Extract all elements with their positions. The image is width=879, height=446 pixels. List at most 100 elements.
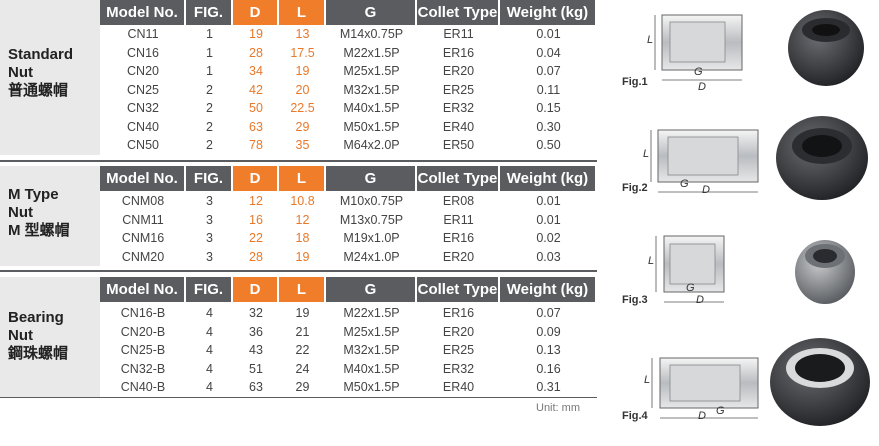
weight-cell: 0.01 <box>536 27 561 41</box>
g-cell: M50x1.5P <box>343 380 400 394</box>
header-d: D <box>233 166 279 191</box>
fig2-label: Fig.2 <box>622 182 648 194</box>
weight-cell: 0.02 <box>536 231 561 245</box>
header-g: G <box>326 0 417 25</box>
header-collet: Collet Type <box>417 166 500 191</box>
g-cell: M40x1.5P <box>343 361 400 376</box>
table-body: CNM08 3 12 10.8 M10x0.75P ER08 0.01 CNM11 3 16 12 M… <box>100 192 597 266</box>
l-cell: 17.5 <box>290 45 315 60</box>
collet-cell: ER11 <box>443 212 474 227</box>
weight-cell: 0.01 <box>536 212 561 227</box>
g-cell: M64x2.0P <box>343 138 400 152</box>
header-model: Model No. <box>100 277 186 302</box>
fig1-dim-g: G <box>694 66 703 78</box>
weight-cell: 0.31 <box>536 380 561 394</box>
model-cell: CN40-B <box>120 380 166 394</box>
header-g: G <box>326 166 417 191</box>
weight-cell: 0.07 <box>536 64 561 78</box>
fig1-photo <box>788 10 864 86</box>
title-line-3: 普通螺帽 <box>8 82 69 99</box>
divider <box>0 270 597 272</box>
g-cell: M32x1.5P <box>343 82 400 97</box>
fig-cell: 1 <box>206 64 213 78</box>
weight-cell: 0.04 <box>536 45 561 60</box>
fig-cell: 4 <box>206 361 213 376</box>
d-cell: 51 <box>249 361 263 376</box>
fig-cell: 1 <box>206 45 213 60</box>
weight-cell: 0.09 <box>536 324 561 339</box>
g-cell: M13x0.75P <box>339 212 404 227</box>
model-cell: CNM16 <box>121 231 165 245</box>
l-cell: 29 <box>295 119 310 134</box>
table-header: Model No. FIG. D L G Collet Type Weight … <box>100 166 597 191</box>
l-cell: 10.8 <box>290 194 315 208</box>
weight-cell: 0.16 <box>536 361 561 376</box>
standard-nut-section: Standard Nut 普通螺帽 Model No. FIG. D L G C… <box>0 0 600 155</box>
m-type-nut-section: M Type Nut M 型螺帽 Model No. FIG. D L G Co… <box>0 166 600 266</box>
header-weight: Weight (kg) <box>500 166 597 191</box>
table-row: CN16 1 28 17.5 M22x1.5P ER16 0.04 <box>100 44 597 63</box>
collet-cell: ER11 <box>443 27 474 41</box>
g-cell: M22x1.5P <box>343 306 400 320</box>
g-cell: M22x1.5P <box>343 45 400 60</box>
model-cell: CN32 <box>127 101 159 115</box>
fig-cell: 3 <box>206 249 213 264</box>
title-line-2: Nut <box>8 204 33 221</box>
header-weight: Weight (kg) <box>500 0 597 25</box>
fig3-photo <box>795 240 855 304</box>
fig-cell: 3 <box>206 212 213 227</box>
g-cell: M24x1.0P <box>343 249 400 264</box>
collet-cell: ER16 <box>442 231 475 245</box>
table-row: CN20-B 4 36 21 M25x1.5P ER20 0.09 <box>100 323 597 342</box>
title-line-1: Bearing <box>8 309 64 326</box>
collet-cell: ER40 <box>442 119 475 134</box>
table-row: CN16-B 4 32 19 M22x1.5P ER16 0.07 <box>100 304 597 323</box>
header-l: L <box>279 0 326 25</box>
table-row: CN50 2 78 35 M64x2.0P ER50 0.50 <box>100 136 597 155</box>
l-cell: 18 <box>295 231 310 245</box>
collet-cell: ER16 <box>442 306 475 320</box>
divider <box>0 397 597 398</box>
l-cell: 19 <box>295 306 310 320</box>
fig4-label: Fig.4 <box>622 410 648 422</box>
header-l: L <box>279 166 326 191</box>
model-cell: CNM08 <box>121 194 165 208</box>
title-line-3: 鋼珠螺帽 <box>8 345 69 362</box>
model-cell: CN16-B <box>120 306 166 320</box>
section-label-bg <box>0 0 100 155</box>
header-collet: Collet Type <box>417 0 500 25</box>
g-cell: M14x0.75P <box>339 27 404 41</box>
header-weight: Weight (kg) <box>500 277 597 302</box>
g-cell: M25x1.5P <box>343 64 400 78</box>
header-fig: FIG. <box>186 277 233 302</box>
fig4-drawing <box>651 357 759 419</box>
d-cell: 32 <box>249 306 263 320</box>
l-cell: 22 <box>295 343 310 357</box>
fig-cell: 3 <box>206 194 213 208</box>
g-cell: M25x1.5P <box>343 324 400 339</box>
collet-cell: ER20 <box>442 64 475 78</box>
collet-cell: ER32 <box>442 101 475 115</box>
collet-cell: ER25 <box>442 343 475 357</box>
d-cell: 36 <box>249 324 263 339</box>
fig1-dim-d: D <box>698 81 706 93</box>
table-row: CN32 2 50 22.5 M40x1.5P ER32 0.15 <box>100 99 597 118</box>
section-label-bg <box>0 166 100 266</box>
fig4-dim-l: L <box>644 374 651 386</box>
d-cell: 50 <box>249 101 263 115</box>
header-collet: Collet Type <box>417 277 500 302</box>
fig2-dim-d: D <box>702 184 710 196</box>
title-line-2: Nut <box>8 327 33 344</box>
collet-cell: ER32 <box>442 361 475 376</box>
l-cell: 19 <box>295 64 310 78</box>
model-cell: CN40 <box>127 119 159 134</box>
fig4-dim-d: D <box>698 410 706 422</box>
fig-cell: 4 <box>206 343 213 357</box>
l-cell: 21 <box>295 324 310 339</box>
collet-cell: ER40 <box>442 380 475 394</box>
fig2-dim-l: L <box>643 148 650 160</box>
model-cell: CN20-B <box>120 324 166 339</box>
table-row: CN20 1 34 19 M25x1.5P ER20 0.07 <box>100 62 597 81</box>
model-cell: CN25-B <box>120 343 166 357</box>
l-cell: 22.5 <box>290 101 315 115</box>
